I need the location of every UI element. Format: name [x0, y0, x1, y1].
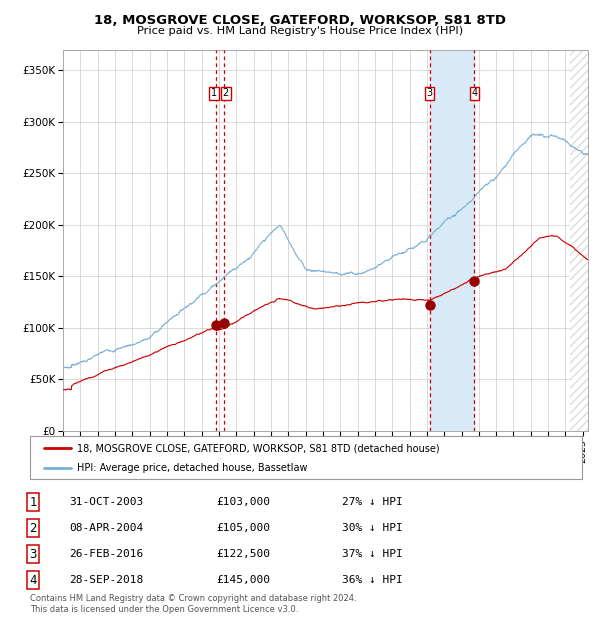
Text: 26-FEB-2016: 26-FEB-2016 [69, 549, 143, 559]
Text: 28-SEP-2018: 28-SEP-2018 [69, 575, 143, 585]
Text: £145,000: £145,000 [216, 575, 270, 585]
Text: £105,000: £105,000 [216, 523, 270, 533]
Text: Price paid vs. HM Land Registry's House Price Index (HPI): Price paid vs. HM Land Registry's House … [137, 26, 463, 36]
Bar [570, 50, 600, 431]
Text: Contains HM Land Registry data © Crown copyright and database right 2024.: Contains HM Land Registry data © Crown c… [30, 593, 356, 603]
Text: 31-OCT-2003: 31-OCT-2003 [69, 497, 143, 507]
Text: 37% ↓ HPI: 37% ↓ HPI [342, 549, 403, 559]
Bar [430, 50, 475, 431]
Bar [570, 50, 600, 431]
Text: 4: 4 [472, 89, 478, 99]
FancyBboxPatch shape [30, 436, 582, 479]
Text: 18, MOSGROVE CLOSE, GATEFORD, WORKSOP, S81 8TD (detached house): 18, MOSGROVE CLOSE, GATEFORD, WORKSOP, S… [77, 443, 440, 453]
Text: HPI: Average price, detached house, Bassetlaw: HPI: Average price, detached house, Bass… [77, 463, 307, 473]
Text: £103,000: £103,000 [216, 497, 270, 507]
Text: 08-APR-2004: 08-APR-2004 [69, 523, 143, 533]
Text: 1: 1 [211, 89, 217, 99]
Text: £122,500: £122,500 [216, 549, 270, 559]
Text: 18, MOSGROVE CLOSE, GATEFORD, WORKSOP, S81 8TD: 18, MOSGROVE CLOSE, GATEFORD, WORKSOP, S… [94, 14, 506, 27]
Text: 3: 3 [29, 548, 37, 560]
Text: 27% ↓ HPI: 27% ↓ HPI [342, 497, 403, 507]
Text: This data is licensed under the Open Government Licence v3.0.: This data is licensed under the Open Gov… [30, 604, 298, 614]
Text: 30% ↓ HPI: 30% ↓ HPI [342, 523, 403, 533]
Text: 2: 2 [29, 522, 37, 534]
Text: 4: 4 [29, 574, 37, 587]
Text: 3: 3 [427, 89, 433, 99]
Text: 1: 1 [29, 496, 37, 508]
Text: 36% ↓ HPI: 36% ↓ HPI [342, 575, 403, 585]
Text: 2: 2 [223, 89, 229, 99]
